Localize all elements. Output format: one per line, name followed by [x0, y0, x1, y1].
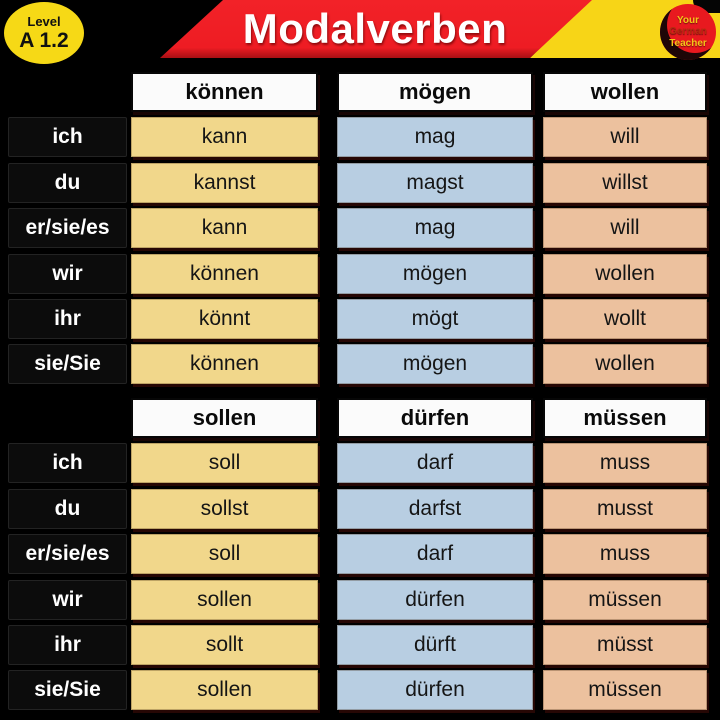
conjugation-cell: können [131, 344, 318, 385]
pronoun-cell: ich [8, 117, 127, 158]
conjugation-cell: muss [543, 443, 707, 484]
conjugation-cell: soll [131, 443, 318, 484]
conjugation-cell: mögen [337, 344, 533, 385]
pronoun-cell: wir [8, 579, 127, 620]
pronoun-cell: du [8, 162, 127, 203]
conjugation-cell: kannst [131, 162, 318, 203]
conjugation-cell: magst [337, 162, 533, 203]
conjugation-cell: wollt [543, 298, 707, 339]
conjugation-cell: dürfen [337, 670, 533, 711]
conjugation-cell: können [131, 253, 318, 294]
conjugation-cell: wollen [543, 253, 707, 294]
verb-header-cell: dürfen [337, 398, 533, 438]
conjugation-cell: sollen [131, 579, 318, 620]
pronoun-cell: wir [8, 253, 127, 294]
conjugation-cell: sollst [131, 488, 318, 529]
conjugation-cell: mag [337, 208, 533, 249]
verb-header-cell: können [131, 72, 318, 112]
pronoun-cell: er/sie/es [8, 208, 127, 249]
conjugation-table-2: sollen dürfen müssen ich soll darf muss du solls… [8, 398, 712, 711]
conjugation-cell: müssen [543, 670, 707, 711]
level-badge-value: A 1.2 [19, 29, 69, 52]
verb-header-cell: wollen [543, 72, 707, 112]
conjugation-cell: musst [543, 488, 707, 529]
conjugation-table-1: können mögen wollen ich kann mag will du kannst m… [8, 72, 712, 385]
conjugation-cell: darf [337, 443, 533, 484]
conjugation-cell: kann [131, 208, 318, 249]
verb-header-cell: sollen [131, 398, 318, 438]
conjugation-cell: will [543, 117, 707, 158]
page-title: Modalverben [242, 5, 508, 52]
conjugation-cell: mögen [337, 253, 533, 294]
pronoun-cell: sie/Sie [8, 670, 127, 711]
conjugation-cell: kann [131, 117, 318, 158]
conjugation-cell: mögt [337, 298, 533, 339]
pronoun-cell: sie/Sie [8, 344, 127, 385]
conjugation-cell: müssen [543, 579, 707, 620]
pronoun-cell: ihr [8, 298, 127, 339]
conjugation-cell: darfst [337, 488, 533, 529]
header-banner: Modalverben Level A 1.2 Your German Teac… [0, 0, 720, 64]
level-badge-label: Level [27, 14, 61, 29]
conjugation-cell: sollt [131, 624, 318, 665]
pronoun-cell: ich [8, 443, 127, 484]
conjugation-cell: willst [543, 162, 707, 203]
conjugation-cell: will [543, 208, 707, 249]
conjugation-cell: wollen [543, 344, 707, 385]
title-banner: Modalverben [160, 0, 592, 58]
logo-text-line1: Your [676, 14, 700, 26]
verb-header-cell: mögen [337, 72, 533, 112]
level-badge: Level A 1.2 [4, 2, 84, 64]
conjugation-cell: muss [543, 534, 707, 575]
conjugation-cell: dürfen [337, 579, 533, 620]
conjugation-cell: könnt [131, 298, 318, 339]
conjugation-cell: dürft [337, 624, 533, 665]
conjugation-cell: müsst [543, 624, 707, 665]
teacher-logo: Your German Teacher [660, 4, 716, 60]
verb-header-cell: müssen [543, 398, 707, 438]
conjugation-cell: darf [337, 534, 533, 575]
conjugation-cell: mag [337, 117, 533, 158]
conjugation-cell: soll [131, 534, 318, 575]
logo-text-line2: German [669, 26, 707, 38]
conjugation-cell: sollen [131, 670, 318, 711]
logo-text-line3: Teacher [669, 37, 707, 49]
pronoun-cell: ihr [8, 624, 127, 665]
pronoun-cell: du [8, 488, 127, 529]
pronoun-cell: er/sie/es [8, 534, 127, 575]
